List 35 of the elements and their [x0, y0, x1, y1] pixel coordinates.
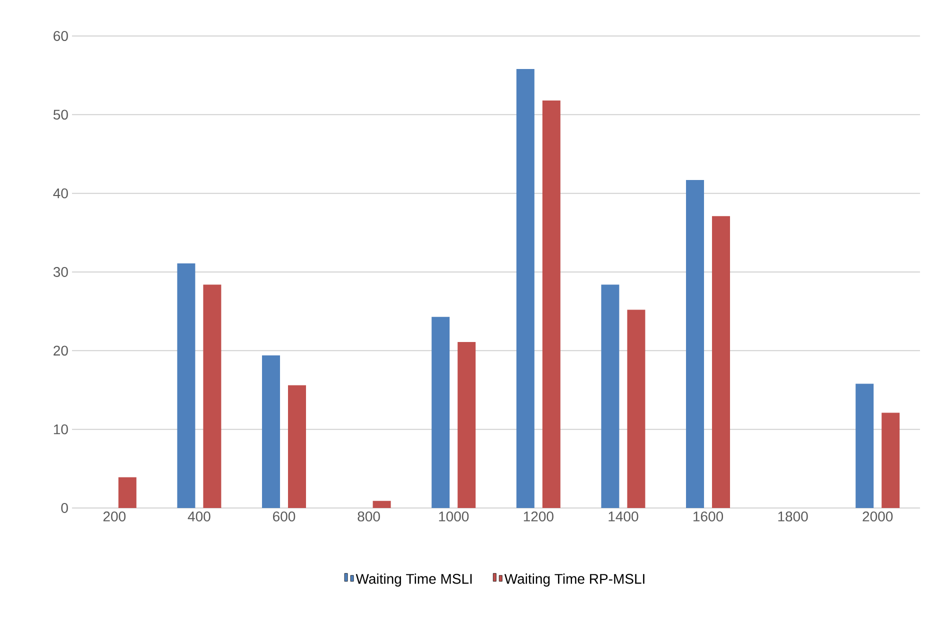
bar [372, 500, 391, 508]
bar [288, 385, 306, 508]
bar [686, 180, 704, 508]
bar [856, 384, 874, 508]
bar [458, 342, 476, 508]
bar [712, 216, 730, 508]
x-tick-label: 200 [103, 512, 126, 522]
bar [516, 69, 534, 508]
bar [601, 284, 620, 508]
x-tick-label: 1200 [524, 512, 554, 522]
x-tick-label: 600 [273, 512, 296, 522]
legend-label: Waiting Time RP-MSLI [504, 574, 644, 587]
bar [882, 412, 900, 508]
y-tick-label: 10 [54, 424, 68, 434]
bar [542, 100, 560, 508]
bar [118, 477, 136, 508]
y-tick-label: 0 [61, 503, 68, 513]
legend-label: Waiting Time MSLI [356, 574, 472, 587]
x-tick-label: 1800 [778, 512, 808, 522]
bar [262, 355, 280, 508]
x-tick-label: 1400 [608, 512, 638, 522]
bar [627, 310, 646, 508]
y-tick-label: 50 [53, 110, 68, 120]
x-tick-label: 400 [188, 512, 210, 522]
x-tick-label: 1000 [439, 512, 469, 522]
x-tick-label: 1600 [694, 512, 724, 522]
y-tick-label: 60 [54, 31, 68, 41]
y-tick-label: 20 [54, 346, 68, 356]
y-tick-label: 40 [53, 188, 68, 198]
bar [177, 263, 196, 508]
y-tick-label: 30 [53, 267, 68, 277]
bar [203, 284, 222, 508]
x-tick-label: 800 [358, 512, 380, 522]
x-tick-label: 2000 [862, 512, 893, 522]
bar [432, 316, 450, 508]
